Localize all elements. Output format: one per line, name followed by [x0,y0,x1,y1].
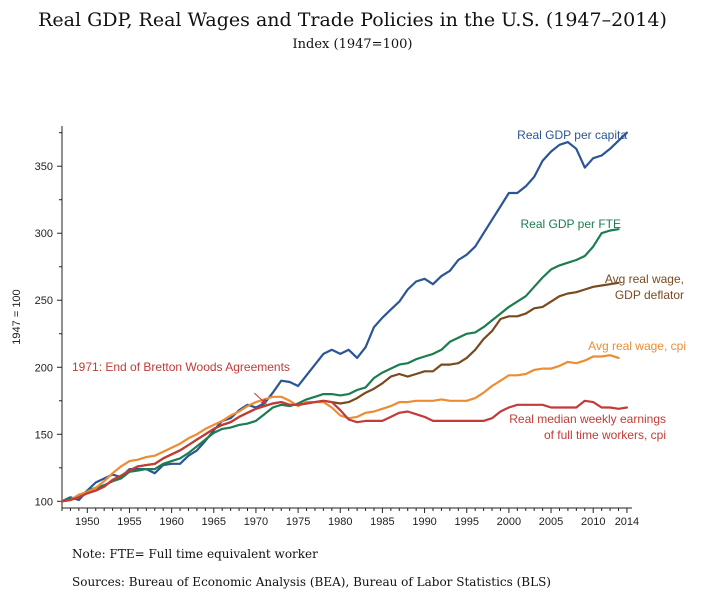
series-line-1 [60,131,629,503]
series-label-4: Avg real wage, cpi [588,339,686,353]
y-tick-label: 150 [35,429,53,441]
x-tick-label: 2005 [539,516,563,528]
chart-subtitle: Index (1947=100) [292,37,413,52]
series-label-line: Real GDP per FTE [521,217,621,231]
series-label-line: Avg real wage, cpi [588,339,686,353]
x-tick-label: 1980 [328,516,352,528]
series-line-5 [60,399,629,503]
series-label-line: of full time workers, cpi [544,428,666,442]
y-tick-label: 250 [35,295,53,307]
chart-title: Real GDP, Real Wages and Trade Policies … [38,9,667,31]
x-tick-label: 2014 [615,516,639,528]
y-tick-label: 100 [35,496,53,508]
series-label-3: Avg real wage, GDP deflator [605,272,684,302]
y-tick-label: 300 [35,228,53,240]
series-label-5: Real median weekly earnings of full time … [509,412,666,442]
x-tick-label: 1970 [244,516,268,528]
footnote: Note: FTE= Full time equivalent worker [72,547,318,561]
y-axis-label: 1947 = 100 [11,289,23,344]
x-tick-label: 1965 [202,516,226,528]
series-line-2 [60,228,620,503]
series-label-line: Real GDP per capita [517,128,627,142]
x-tick-label: 1985 [370,516,394,528]
annotation-text: 1971: End of Bretton Woods Agreements [72,360,290,374]
series-label-line: Avg real wage, [605,272,684,286]
series-label-line: Real median weekly earnings [509,412,666,426]
x-tick-label: 2000 [497,516,521,528]
series-label-line: GDP deflator [615,288,684,302]
series-label-1: Real GDP per capita [517,128,627,142]
y-tick-label: 350 [35,161,53,173]
x-tick-label: 1960 [159,516,183,528]
x-tick-label: 1950 [75,516,99,528]
x-tick-label: 2010 [581,516,605,528]
x-tick-label: 1975 [286,516,310,528]
line-chart: 100 150 200 250 300 350 1950 1955 1960 1965 1970 19… [11,126,686,528]
x-tick-label: 1990 [412,516,436,528]
series-line-4 [60,354,620,503]
series-label-2: Real GDP per FTE [521,217,621,231]
annotation-arrowhead [260,398,267,405]
y-tick-label: 200 [35,362,53,374]
sources-note: Sources: Bureau of Economic Analysis (BE… [72,575,551,589]
x-tick-label: 1955 [117,516,141,528]
x-tick-label: 1995 [454,516,478,528]
